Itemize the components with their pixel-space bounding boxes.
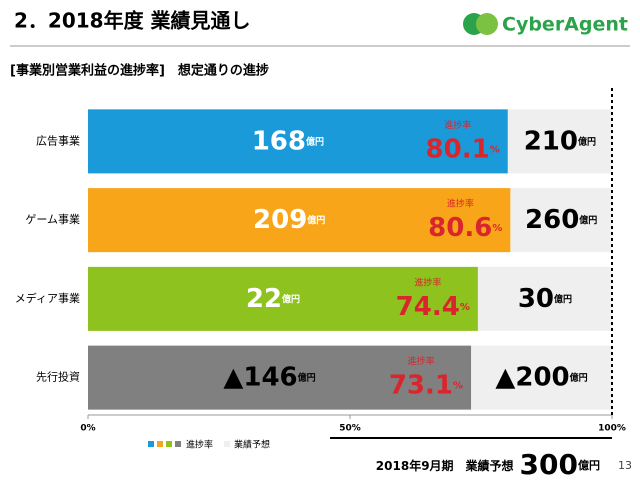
amount-value: ▲146 bbox=[223, 362, 297, 392]
subtitle: [事業別営業利益の進捗率] 想定通りの進捗 bbox=[10, 63, 269, 79]
legend-swatch bbox=[175, 441, 181, 447]
footer-total: 2018年9月期 業績予想 300億円 bbox=[376, 448, 600, 480]
bar bbox=[88, 188, 511, 253]
forecast-label: ▲200億円 bbox=[495, 362, 587, 392]
legend-swatch bbox=[166, 441, 172, 447]
progress-unit: % bbox=[490, 144, 500, 155]
progress-caption: 進捗率 bbox=[447, 198, 474, 210]
category-label: メディア事業 bbox=[15, 291, 80, 305]
amount-value: 168 bbox=[252, 126, 306, 156]
x-tick-label: 100% bbox=[598, 424, 626, 434]
amount-label: 22億円 bbox=[246, 283, 300, 313]
category-label: 広告事業 bbox=[36, 134, 80, 147]
legend-label: 進捗率 bbox=[186, 439, 213, 451]
forecast-unit: 億円 bbox=[579, 214, 597, 226]
progress-label: 80.1% bbox=[426, 134, 500, 164]
progress-value: 73.1 bbox=[389, 370, 453, 400]
amount-label: 209億円 bbox=[253, 205, 325, 235]
amount-unit: 億円 bbox=[298, 371, 316, 383]
progress-label: 73.1% bbox=[389, 370, 463, 400]
forecast-value: 260 bbox=[525, 205, 579, 235]
amount-label: ▲146億円 bbox=[223, 362, 315, 392]
amount-label: 168億円 bbox=[252, 126, 324, 156]
forecast-unit: 億円 bbox=[570, 371, 588, 383]
bar bbox=[88, 266, 478, 331]
logo: CyberAgent bbox=[463, 13, 628, 36]
footer-unit: 億円 bbox=[578, 458, 600, 472]
slide-title: 2．2018年度 業績見通し bbox=[14, 9, 251, 33]
footer-amount: 300 bbox=[520, 448, 578, 480]
amount-unit: 億円 bbox=[282, 292, 300, 304]
forecast-value: ▲200 bbox=[495, 362, 569, 392]
category-label: 先行投資 bbox=[36, 370, 80, 384]
progress-value: 80.1 bbox=[426, 134, 490, 164]
forecast-unit: 億円 bbox=[578, 135, 596, 147]
legend-label: 業績予想 bbox=[234, 439, 270, 451]
legend-swatch bbox=[148, 441, 154, 447]
progress-caption: 進捗率 bbox=[408, 355, 435, 367]
progress-label: 74.4% bbox=[396, 291, 470, 321]
amount-value: 209 bbox=[253, 205, 307, 235]
forecast-label: 210億円 bbox=[524, 126, 596, 156]
forecast-label: 260億円 bbox=[525, 205, 597, 235]
footer-period: 2018年9月期 業績予想 bbox=[376, 458, 514, 473]
progress-unit: % bbox=[492, 223, 502, 234]
amount-unit: 億円 bbox=[307, 214, 325, 226]
amount-value: 22 bbox=[246, 283, 282, 313]
progress-unit: % bbox=[453, 381, 463, 392]
x-tick-label: 0% bbox=[80, 424, 95, 434]
amount-unit: 億円 bbox=[306, 135, 324, 147]
bar bbox=[88, 109, 508, 174]
category-label: ゲーム事業 bbox=[25, 213, 80, 226]
page-number: 13 bbox=[618, 459, 632, 472]
progress-value: 74.4 bbox=[396, 291, 460, 321]
progress-label: 80.6% bbox=[428, 213, 502, 243]
legend-swatch bbox=[224, 441, 230, 447]
progress-value: 80.6 bbox=[428, 213, 492, 243]
logo-icon bbox=[476, 13, 498, 35]
progress-caption: 進捗率 bbox=[414, 276, 441, 288]
x-tick-label: 50% bbox=[339, 424, 361, 434]
forecast-unit: 億円 bbox=[554, 292, 572, 304]
progress-caption: 進捗率 bbox=[444, 119, 471, 131]
bar bbox=[88, 345, 472, 410]
legend-swatch bbox=[157, 441, 163, 447]
forecast-value: 30 bbox=[518, 283, 554, 313]
logo-text: CyberAgent bbox=[502, 14, 628, 36]
progress-unit: % bbox=[460, 302, 470, 313]
forecast-value: 210 bbox=[524, 126, 578, 156]
forecast-label: 30億円 bbox=[518, 283, 572, 313]
